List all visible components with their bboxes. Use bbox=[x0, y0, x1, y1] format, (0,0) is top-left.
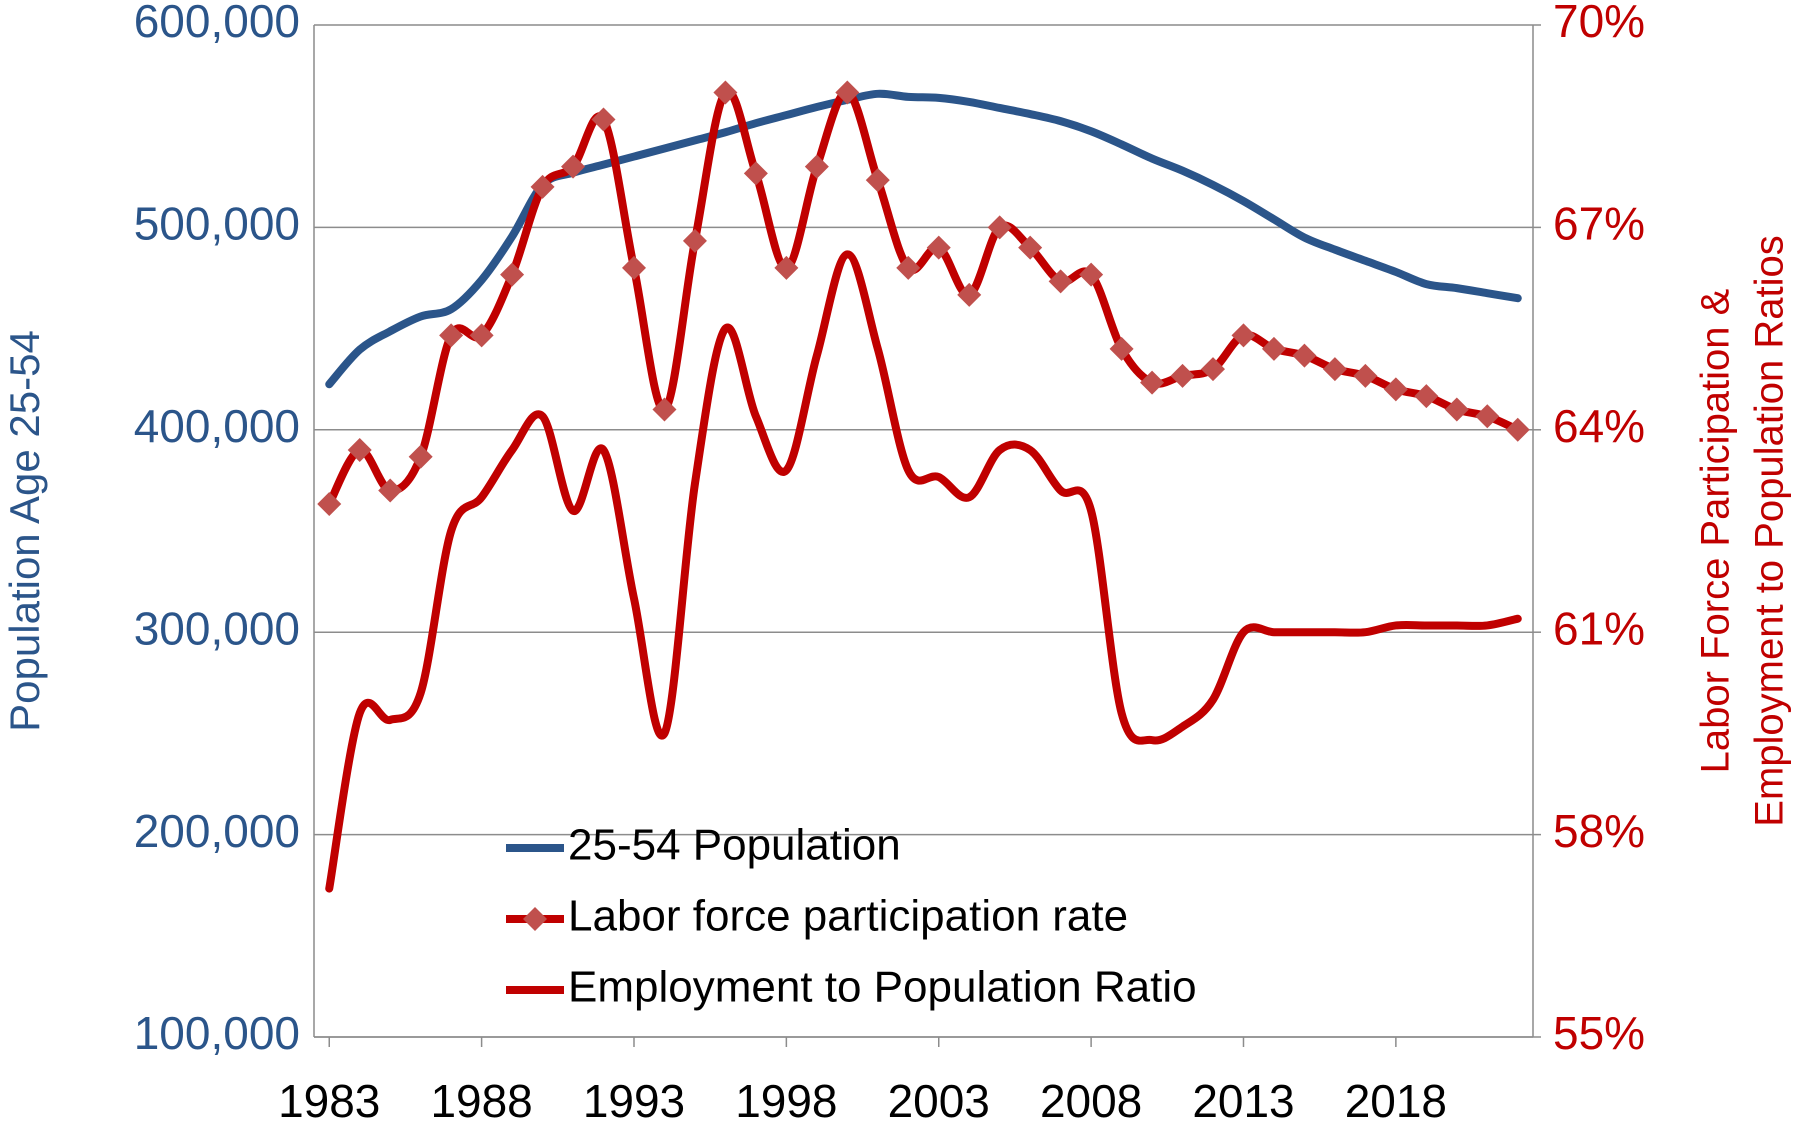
legend-label: Employment to Population Ratio bbox=[568, 963, 1197, 1012]
y-tick-label: 500,000 bbox=[134, 198, 300, 250]
y-tick-label: 300,000 bbox=[134, 602, 300, 654]
x-tick-label: 1998 bbox=[735, 1075, 837, 1127]
marker bbox=[1475, 404, 1500, 429]
marker bbox=[713, 80, 738, 105]
y2-tick-label: 58% bbox=[1553, 805, 1645, 857]
marker bbox=[1079, 262, 1104, 287]
y2-tick-label: 55% bbox=[1553, 1007, 1645, 1059]
x-tick-label: 2013 bbox=[1192, 1075, 1294, 1127]
marker bbox=[500, 262, 525, 287]
marker bbox=[1383, 377, 1408, 402]
x-tick-label: 1988 bbox=[430, 1075, 532, 1127]
series-line bbox=[325, 89, 1522, 389]
x-tick-label: 2008 bbox=[1040, 1075, 1142, 1127]
y-tick-label: 600,000 bbox=[134, 0, 300, 47]
y-axis-title: Population Age 25-54 bbox=[1, 330, 48, 732]
marker bbox=[408, 444, 433, 469]
marker bbox=[1231, 323, 1256, 348]
marker bbox=[1109, 336, 1134, 361]
y2-tick-label: 64% bbox=[1553, 400, 1645, 452]
marker bbox=[317, 492, 342, 517]
x-tick-label: 1983 bbox=[278, 1075, 380, 1127]
marker bbox=[804, 154, 829, 179]
marker bbox=[652, 397, 677, 422]
y2-axis-title: Employment to Population Ratios bbox=[1748, 235, 1792, 826]
marker bbox=[591, 107, 616, 132]
marker bbox=[987, 215, 1012, 240]
marker bbox=[530, 174, 555, 199]
marker bbox=[378, 478, 403, 503]
y-tick-label: 100,000 bbox=[134, 1007, 300, 1059]
marker bbox=[774, 255, 799, 280]
marker bbox=[1170, 363, 1195, 388]
legend-marker bbox=[523, 907, 547, 931]
marker bbox=[1201, 357, 1226, 382]
marker bbox=[1414, 384, 1439, 409]
marker bbox=[926, 235, 951, 260]
legend-label: Labor force participation rate bbox=[568, 892, 1128, 941]
marker bbox=[1048, 269, 1073, 294]
marker bbox=[1444, 397, 1469, 422]
series-line bbox=[325, 250, 1522, 893]
series-line bbox=[325, 87, 1522, 509]
marker bbox=[865, 168, 890, 193]
marker bbox=[896, 255, 921, 280]
marker bbox=[1140, 370, 1165, 395]
marker bbox=[1353, 363, 1378, 388]
marker bbox=[1292, 343, 1317, 368]
marker bbox=[621, 255, 646, 280]
legend-label: 25-54 Population bbox=[568, 821, 901, 870]
y-tick-label: 400,000 bbox=[134, 400, 300, 452]
marker bbox=[743, 161, 768, 186]
y2-tick-label: 67% bbox=[1553, 198, 1645, 250]
marker bbox=[957, 282, 982, 307]
marker bbox=[682, 228, 707, 253]
marker bbox=[561, 154, 586, 179]
marker bbox=[1018, 235, 1043, 260]
marker bbox=[469, 323, 494, 348]
marker bbox=[347, 438, 372, 463]
marker bbox=[835, 80, 860, 105]
y2-axis-title: Labor Force Participation & bbox=[1694, 288, 1738, 773]
x-tick-label: 2018 bbox=[1345, 1075, 1447, 1127]
marker bbox=[1505, 417, 1530, 442]
marker bbox=[439, 323, 464, 348]
marker bbox=[1322, 357, 1347, 382]
y-tick-label: 200,000 bbox=[134, 805, 300, 857]
marker bbox=[1261, 336, 1286, 361]
x-tick-label: 2003 bbox=[888, 1075, 990, 1127]
x-tick-label: 1993 bbox=[583, 1075, 685, 1127]
y2-tick-label: 70% bbox=[1553, 0, 1645, 47]
y2-tick-label: 61% bbox=[1553, 602, 1645, 654]
